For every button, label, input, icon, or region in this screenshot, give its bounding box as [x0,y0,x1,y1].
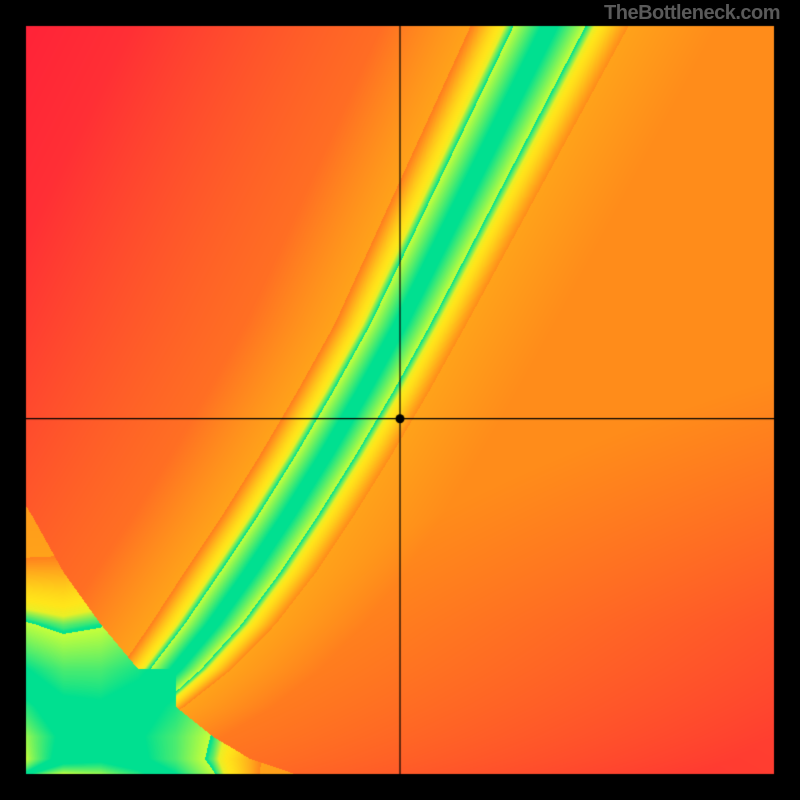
chart-container: TheBottleneck.com [0,0,800,800]
watermark-text: TheBottleneck.com [604,2,780,25]
heatmap-canvas [0,0,800,800]
